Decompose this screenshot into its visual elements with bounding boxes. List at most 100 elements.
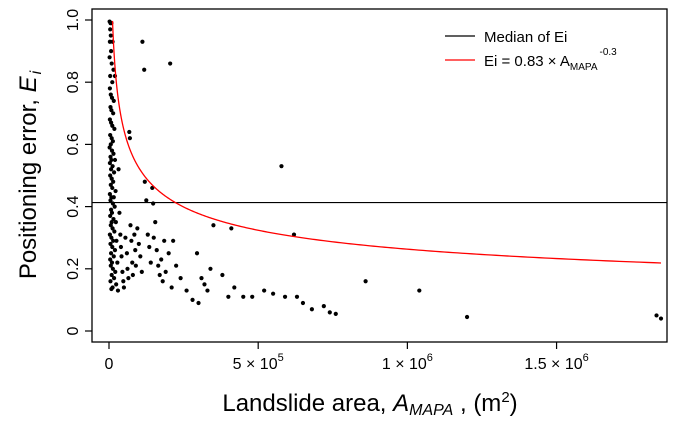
- data-point: [144, 198, 149, 203]
- data-point: [166, 251, 171, 256]
- x-tick-label: 5 × 105: [233, 352, 284, 373]
- data-point: [160, 279, 165, 284]
- data-point: [129, 238, 134, 243]
- data-point: [127, 136, 132, 141]
- data-point: [125, 266, 130, 271]
- data-point: [109, 235, 114, 240]
- data-point: [130, 260, 135, 265]
- data-point: [112, 157, 118, 163]
- data-point: [109, 148, 115, 153]
- data-point: [113, 220, 118, 225]
- legend-fit-sub: MAPA: [570, 62, 598, 73]
- x-tick-label: 1.5 × 106: [524, 352, 588, 373]
- data-point: [121, 285, 127, 290]
- y-tick-label: 0.8: [65, 71, 82, 93]
- data-point: [135, 226, 140, 231]
- data-point: [184, 288, 189, 293]
- data-point: [142, 179, 147, 184]
- data-point: [220, 272, 225, 278]
- data-point: [108, 223, 113, 228]
- data-point: [109, 157, 114, 163]
- x-tick-label: 0: [105, 356, 114, 373]
- data-point: [196, 300, 201, 306]
- data-point: [116, 167, 121, 172]
- data-point: [327, 310, 332, 315]
- data-point: [108, 132, 113, 138]
- data-point: [205, 288, 210, 293]
- data-point: [110, 244, 115, 250]
- data-point: [199, 276, 204, 281]
- data-point: [108, 251, 114, 256]
- data-point: [108, 167, 114, 172]
- data-point: [111, 216, 116, 222]
- data-point: [109, 61, 114, 66]
- x-tick-times: × 10: [391, 356, 427, 373]
- data-point: [127, 129, 132, 135]
- data-point: [109, 108, 114, 113]
- plot-border: [91, 8, 668, 343]
- data-point: [109, 95, 115, 100]
- data-point: [142, 67, 147, 72]
- data-point: [178, 276, 183, 281]
- fit-curve: [111, 20, 662, 264]
- data-point: [110, 201, 115, 206]
- data-point: [108, 33, 113, 38]
- data-point: [147, 244, 152, 250]
- x-tick-times: × 10: [242, 356, 278, 373]
- data-point: [154, 248, 159, 253]
- data-point: [124, 251, 130, 256]
- plot-area: [92, 19, 667, 321]
- data-point: [163, 269, 168, 275]
- data-point: [113, 269, 118, 275]
- x-tick-mantissa: 1: [382, 356, 391, 373]
- data-point: [171, 238, 176, 243]
- data-point: [107, 232, 112, 237]
- data-point: [111, 98, 116, 103]
- data-point: [111, 111, 116, 116]
- data-point: [108, 279, 113, 284]
- data-point: [271, 291, 276, 296]
- data-point: [282, 294, 288, 299]
- data-point: [111, 276, 117, 281]
- data-point: [113, 188, 118, 194]
- data-point: [114, 238, 119, 243]
- data-point: [417, 288, 422, 293]
- data-point: [145, 232, 150, 237]
- data-point: [123, 235, 128, 240]
- data-point: [174, 263, 179, 268]
- legend-fit-base: Ei = 0.83 × A: [484, 53, 570, 70]
- data-point: [112, 229, 117, 234]
- data-point: [111, 151, 116, 156]
- y-axis: 0 0.2 0.4 0.6 0.8 1.0: [65, 9, 92, 335]
- data-point: [132, 232, 137, 237]
- x-tick-exponent: 6: [427, 352, 433, 364]
- data-point: [110, 164, 115, 169]
- data-point: [108, 257, 113, 262]
- x-tick-mantissa: 1.5: [524, 356, 546, 373]
- data-point: [114, 282, 119, 287]
- data-point: [168, 61, 173, 66]
- data-point: [107, 86, 112, 91]
- data-point: [464, 314, 470, 320]
- y-tick-label: 0.6: [65, 133, 82, 155]
- data-points: [107, 19, 664, 321]
- data-point: [110, 80, 115, 85]
- legend-fit-sup: -0.3: [600, 47, 618, 58]
- data-point: [300, 300, 306, 306]
- data-point: [190, 297, 195, 302]
- data-point: [108, 173, 113, 178]
- data-point: [211, 223, 216, 228]
- data-point: [133, 248, 138, 253]
- data-point: [153, 220, 158, 225]
- data-point: [162, 238, 167, 243]
- data-point: [108, 198, 113, 203]
- data-point: [107, 192, 112, 197]
- x-tick-exponent: 5: [278, 352, 284, 364]
- data-point: [111, 238, 116, 243]
- data-point: [117, 210, 122, 215]
- data-point: [133, 263, 138, 268]
- data-point: [110, 266, 115, 271]
- data-point: [107, 160, 112, 166]
- y-tick-label: 0.4: [65, 195, 82, 217]
